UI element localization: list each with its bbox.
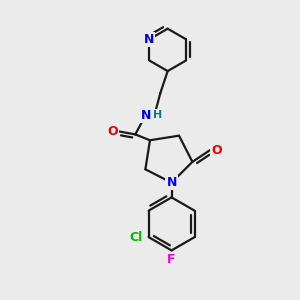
Text: O: O <box>211 144 222 157</box>
Text: F: F <box>167 253 176 266</box>
Text: Cl: Cl <box>130 231 143 244</box>
Text: H: H <box>153 110 162 120</box>
Text: O: O <box>107 125 118 138</box>
Text: N: N <box>141 109 152 122</box>
Text: N: N <box>144 33 154 46</box>
Text: N: N <box>167 176 177 189</box>
